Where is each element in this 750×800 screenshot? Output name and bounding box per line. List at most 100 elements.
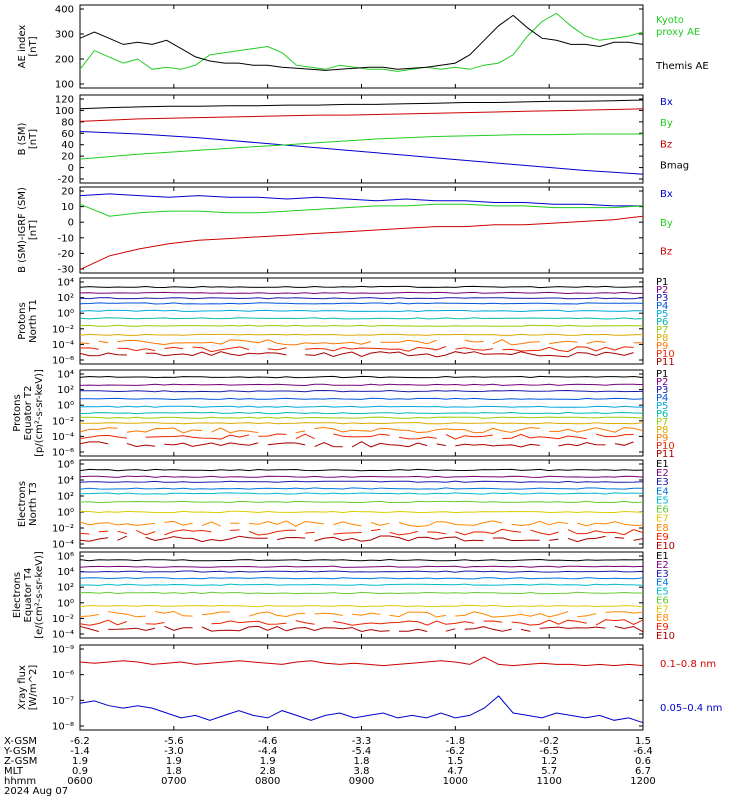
legend-e5: E5: [656, 587, 669, 598]
ytick-label: 10⁰: [57, 598, 74, 609]
legend-p4: P4: [656, 393, 668, 404]
ylabel-line: Equator T2: [23, 386, 34, 441]
ephem-mlt-value: 6.7: [635, 766, 651, 777]
ytick-label: 40: [61, 140, 74, 151]
legend-e10: E10: [656, 631, 675, 642]
ephem-hhmm-value: 1000: [443, 776, 468, 787]
legend-e10: E10: [656, 541, 675, 552]
legend-e7: E7: [656, 514, 669, 525]
ytick-label: 10⁻⁴: [52, 540, 74, 551]
ylabel-line: Electrons: [17, 481, 28, 527]
ytick-label: 10²: [57, 492, 74, 503]
ytick-label: -20: [58, 175, 74, 186]
ylabel-line: Xray flux: [17, 665, 28, 710]
ephem-mlt-value: 1.8: [166, 766, 182, 777]
panel-frame-bsm: [79, 94, 644, 184]
ytick-label: 10⁻⁷: [52, 696, 74, 707]
legend-p6: P6: [656, 317, 668, 328]
series-line-bz: [79, 215, 644, 271]
legend-p6: P6: [656, 409, 668, 420]
legend-p7: P7: [656, 325, 668, 336]
ephem-y-value: -3.0: [164, 746, 184, 757]
ytick-label: 20: [61, 187, 74, 198]
ytick-label: 10⁻⁶: [52, 670, 74, 681]
ephem-z-value: 1.9: [166, 756, 182, 767]
ytick-label: 10⁻⁴: [52, 340, 74, 351]
legend-p2: P2: [656, 377, 668, 388]
ytick-label: -20: [58, 249, 74, 260]
ytick-label: 0: [68, 163, 74, 174]
ephem-z-value: 0.6: [635, 756, 651, 767]
series-line-by: [79, 203, 644, 217]
series-line-p6: [79, 411, 644, 415]
legend-p9: P9: [656, 341, 668, 352]
legend-e3: E3: [656, 477, 669, 488]
legend-e1: E1: [656, 551, 669, 562]
ytick-label: 10⁻²: [52, 614, 74, 625]
ytick-label: 120: [55, 95, 74, 106]
ytick-label: 0: [68, 218, 74, 229]
series-line-e2: [79, 565, 644, 568]
ytick-label: 10²: [57, 385, 74, 396]
legend-e4: E4: [656, 578, 669, 589]
legend-p11: P11: [656, 357, 675, 368]
series-line-by: [79, 133, 643, 160]
series-line-0-05-0-4-nm: [79, 695, 644, 724]
ytick-label: 10⁻⁹: [52, 645, 74, 656]
series-line-p6: [79, 317, 644, 320]
ytick-label: 10⁻⁶: [52, 448, 74, 459]
ephem-hhmm-value: 0900: [349, 776, 374, 787]
ytick-label: 400: [55, 5, 74, 16]
legend-p8: P8: [656, 425, 668, 436]
series-line-p2: [79, 291, 643, 295]
series-line-e3: [79, 570, 644, 573]
ephem-x-value: 1.5: [635, 736, 651, 747]
ytick-label: 10⁻²: [52, 524, 74, 535]
panel-frame-ee: [79, 551, 644, 639]
series-line-p8: [79, 333, 644, 336]
series-line-0-1-0-8-nm: [79, 656, 644, 667]
ylabel-line: [p/(cm²-s-sr-keV)]: [34, 369, 45, 457]
ylabel-line: B (SM)-IGRF (SM): [17, 187, 28, 273]
ytick-label: 10⁴: [57, 278, 74, 289]
ytick-label: 60: [61, 129, 74, 140]
ephem-row-label: MLT: [4, 766, 24, 777]
ylabel-line: Equator T4: [23, 568, 34, 623]
ytick-label: 200: [55, 55, 74, 66]
ylabel-line: Electrons: [12, 572, 23, 618]
ytick-label: 10⁶: [57, 460, 74, 471]
ephem-row-label: hhmm: [4, 776, 36, 787]
panel-frame-ae: [79, 4, 644, 89]
legend-e3: E3: [656, 569, 669, 580]
ephem-y-value: -5.4: [352, 746, 372, 757]
series-line-p4: [79, 302, 644, 305]
legend-p9: P9: [656, 433, 668, 444]
legend-p3: P3: [656, 293, 668, 304]
ylabel-line: North T3: [28, 482, 39, 526]
legend-by: By: [660, 218, 673, 229]
legend-p5: P5: [656, 401, 668, 412]
series-line-e7: [79, 510, 644, 514]
series-line-e9: [79, 528, 644, 536]
legend-e7: E7: [656, 604, 669, 615]
ylabel-line: [W/m^2]: [28, 665, 39, 711]
ephem-z-value: 1.8: [354, 756, 370, 767]
series-line-bx: [79, 193, 643, 207]
ephem-hhmm-value: 0600: [67, 776, 92, 787]
legend-bx: Bx: [660, 97, 673, 108]
series-line-p11: [80, 442, 643, 447]
series-line-p10: [80, 347, 643, 352]
legend-kyoto-proxy-ae: Kyoto: [656, 15, 684, 26]
ytick-label: 100: [55, 106, 74, 117]
series-line-e5: [79, 492, 644, 495]
legend-p11: P11: [656, 449, 675, 460]
series-line-e8: [79, 610, 644, 618]
legend-bmag: Bmag: [660, 160, 689, 171]
ytick-label: 10⁻⁴: [52, 630, 74, 641]
ephem-z-value: 1.2: [541, 756, 557, 767]
ytick-label: 10⁴: [57, 476, 74, 487]
panel-frame-xray: [79, 644, 644, 731]
ylabel-line: Protons: [17, 302, 28, 339]
series-line-p8: [79, 421, 644, 425]
